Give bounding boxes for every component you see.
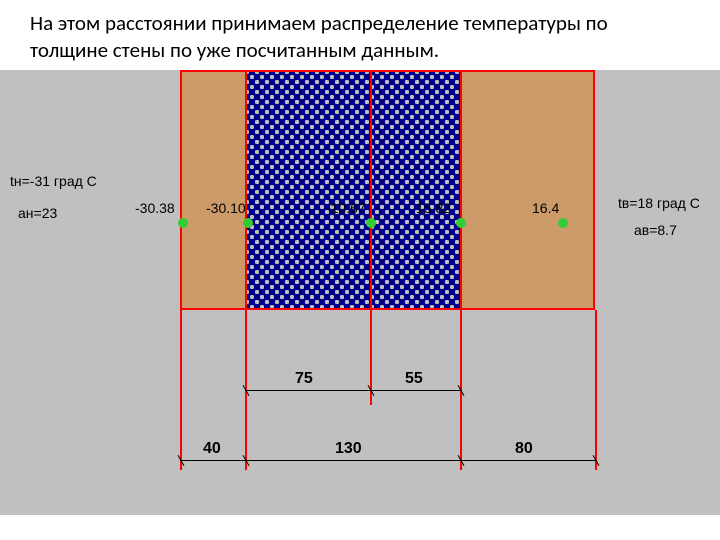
dim-vline-3: [370, 70, 372, 405]
temp-5: 16.4: [532, 200, 559, 216]
dim-line-75-55: [245, 390, 462, 391]
dot-1: [178, 218, 188, 228]
dim-line-bottom: [180, 460, 597, 461]
dim-vline-2: [245, 70, 247, 470]
dim-vline-4: [460, 70, 462, 470]
temp-1: -30.38: [135, 200, 175, 216]
wall-outline: [180, 70, 595, 310]
temp-2: -30.10: [206, 200, 246, 216]
dim-75: 75: [295, 370, 313, 388]
dim-80: 80: [515, 440, 533, 458]
temp-4: 15.82: [416, 200, 451, 216]
dim-vline-1: [180, 310, 182, 470]
dot-5: [558, 218, 568, 228]
dim-vline-5: [595, 310, 597, 470]
dim-55: 55: [405, 370, 423, 388]
page-title: На этом расстоянии принимаем распределен…: [0, 0, 720, 70]
dim-130: 130: [335, 440, 362, 458]
dot-4: [456, 218, 466, 228]
label-tv: tв=18 град С: [618, 195, 700, 211]
dot-2: [243, 218, 253, 228]
dot-3: [366, 218, 376, 228]
label-av: ав=8.7: [634, 222, 677, 238]
label-tn: tн=-31 град С: [10, 173, 97, 189]
diagram: tн=-31 град С ан=23 tв=18 град С ав=8.7 …: [0, 70, 720, 515]
temp-3: -10.67: [326, 200, 366, 216]
label-an: ан=23: [18, 205, 57, 221]
dim-40: 40: [203, 440, 221, 458]
